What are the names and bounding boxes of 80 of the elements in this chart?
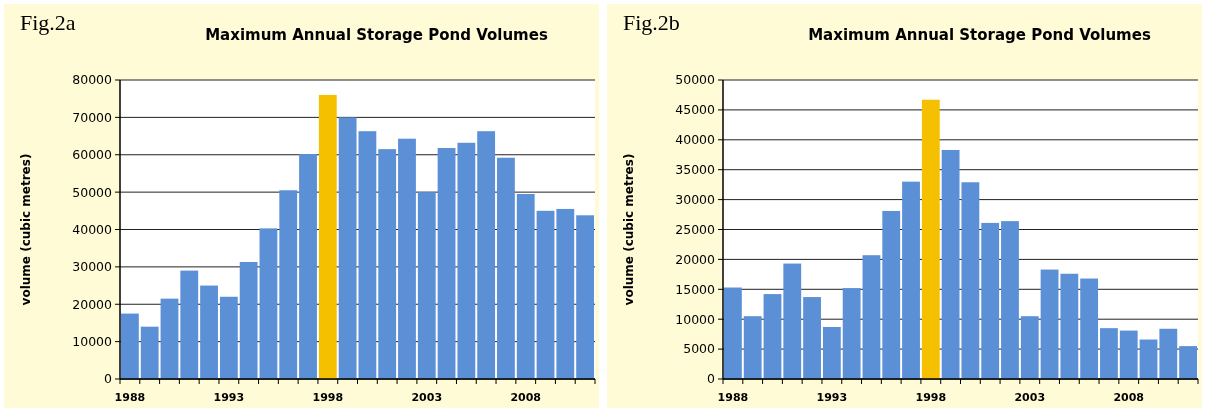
bar [1060,273,1079,379]
y-tick-label: 10000 [72,334,113,349]
bar [497,157,515,379]
bar [576,215,595,379]
chart-title: Maximum Annual Storage Pond Volumes [205,26,548,44]
caption: Fig.2b [623,10,680,35]
bar [862,255,881,379]
bar [723,287,742,379]
y-tick-label: 50000 [72,184,113,200]
bar [318,94,337,379]
chart-title: Maximum Annual Storage Pond Volumes [808,26,1151,44]
bar [1139,339,1158,379]
bar [536,210,555,379]
bar [200,285,218,379]
x-tick-label: 1998 [312,391,344,404]
bar [259,228,278,379]
y-tick-label: 50000 [675,72,716,88]
bar [1100,328,1118,379]
y-tick-label: 40000 [72,221,113,237]
bar [556,208,575,379]
bar [398,138,416,379]
bar [140,326,159,379]
bar [239,262,258,379]
bar [417,192,436,379]
bar [180,270,199,379]
y-tick-label: 80000 [72,72,113,88]
y-tick-label: 60000 [72,147,113,163]
bar [1080,278,1099,379]
bar [763,294,782,379]
x-tick-label: 1993 [213,391,245,404]
y-tick-label: 30000 [72,259,113,275]
x-tick-label: 1988 [717,391,749,404]
x-tick-label: 2003 [1014,391,1046,404]
y-tick-label: 5000 [683,341,716,357]
y-tick-label: 25000 [675,221,716,237]
y-tick-label: 40000 [675,132,716,148]
bar [1020,316,1039,379]
bar [783,263,802,379]
bar [882,210,901,379]
bar [160,298,179,379]
bar [803,297,821,379]
x-tick-label: 2008 [510,391,542,404]
bar [822,326,841,379]
bar [842,288,861,379]
bar [1119,330,1138,379]
y-axis-title: volume (cubic metres) [19,153,33,306]
bar [378,149,397,379]
bar [457,142,476,379]
x-tick-label: 1988 [114,391,146,404]
bar [437,148,456,379]
x-tick-label: 2003 [411,391,443,404]
bar [1001,221,1019,379]
y-tick-label: 0 [104,371,113,387]
y-tick-label: 0 [707,371,716,387]
x-tick-label: 1993 [816,391,848,404]
bar [299,154,317,379]
y-tick-label: 10000 [675,311,716,327]
x-tick-label: 1998 [915,391,947,404]
bar [120,313,139,379]
y-tick-label: 15000 [675,281,716,297]
y-tick-label: 30000 [675,191,716,207]
bar [921,99,940,379]
caption: Fig.2a [20,10,76,35]
bar [1040,269,1059,379]
bar [1159,328,1178,379]
y-tick-label: 70000 [72,109,113,125]
bar [981,222,1000,379]
bar [279,190,298,379]
bar [902,181,920,379]
bar [516,193,535,379]
y-tick-label: 35000 [675,162,716,178]
bar [477,131,496,379]
y-tick-label: 20000 [72,296,113,312]
bar [743,316,762,379]
y-tick-label: 45000 [675,102,716,118]
x-tick-label: 2008 [1113,391,1145,404]
y-tick-label: 20000 [675,251,716,267]
bar [219,296,238,379]
bar [1179,346,1198,379]
y-axis-title: volume (cubic metres) [622,153,636,306]
